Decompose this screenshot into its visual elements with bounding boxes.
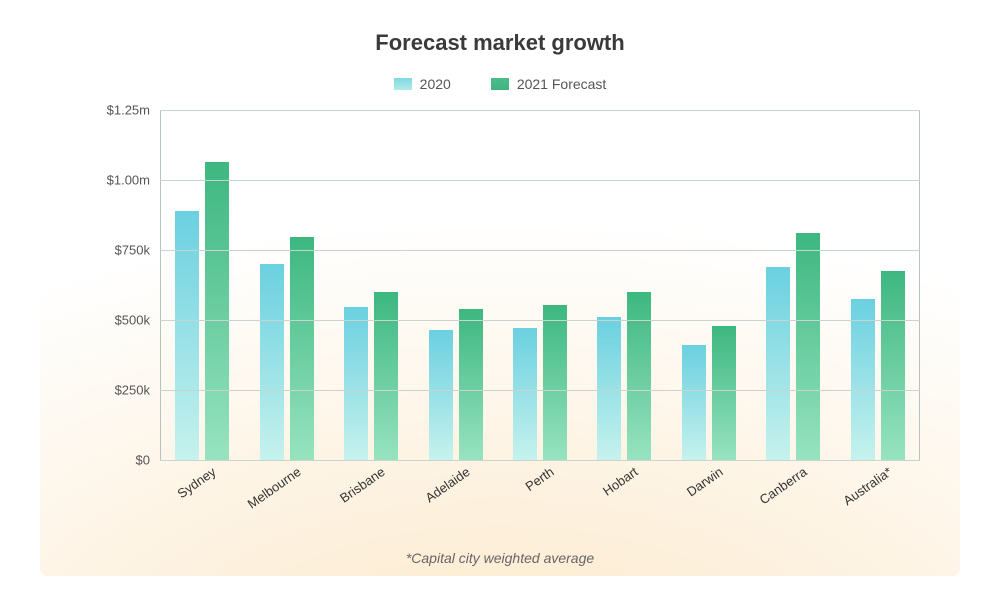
bar-2020	[597, 317, 621, 460]
gridline	[160, 250, 920, 251]
y-tick-label: $1.00m	[107, 173, 150, 188]
gridline	[160, 390, 920, 391]
bar-2020	[682, 345, 706, 460]
gridline	[160, 180, 920, 181]
bar-2021-forecast	[374, 292, 398, 460]
legend-label: 2021 Forecast	[517, 76, 607, 92]
y-tick-label: $0	[136, 453, 150, 468]
legend: 2020 2021 Forecast	[0, 76, 1000, 92]
bar-2021-forecast	[290, 237, 314, 460]
gridline	[160, 320, 920, 321]
bar-2021-forecast	[796, 233, 820, 460]
bar-2021-forecast	[627, 292, 651, 460]
gridline	[160, 110, 920, 111]
legend-swatch-2020	[394, 78, 412, 90]
bar-2020	[513, 328, 537, 460]
bars-layer: SydneyMelbourneBrisbaneAdelaidePerthHoba…	[160, 110, 920, 460]
bar-2021-forecast	[543, 305, 567, 460]
legend-swatch-2021	[491, 78, 509, 90]
plot-area: SydneyMelbourneBrisbaneAdelaidePerthHoba…	[160, 110, 920, 460]
bar-2020	[851, 299, 875, 460]
bar-2020	[766, 267, 790, 460]
bar-2021-forecast	[881, 271, 905, 460]
legend-item-2020: 2020	[394, 76, 451, 92]
legend-item-2021: 2021 Forecast	[491, 76, 607, 92]
footnote: *Capital city weighted average	[0, 550, 1000, 566]
legend-label: 2020	[420, 76, 451, 92]
bar-2020	[260, 264, 284, 460]
y-tick-label: $1.25m	[107, 103, 150, 118]
chart-stage: Forecast market growth 2020 2021 Forecas…	[0, 0, 1000, 596]
bar-2021-forecast	[459, 309, 483, 460]
y-tick-label: $250k	[115, 383, 150, 398]
bar-2020	[175, 211, 199, 460]
bar-2020	[429, 330, 453, 460]
y-tick-label: $500k	[115, 313, 150, 328]
gridline	[160, 460, 920, 461]
bar-2021-forecast	[712, 326, 736, 460]
chart-title: Forecast market growth	[0, 30, 1000, 56]
y-tick-label: $750k	[115, 243, 150, 258]
bar-2021-forecast	[205, 162, 229, 460]
bar-2020	[344, 307, 368, 460]
